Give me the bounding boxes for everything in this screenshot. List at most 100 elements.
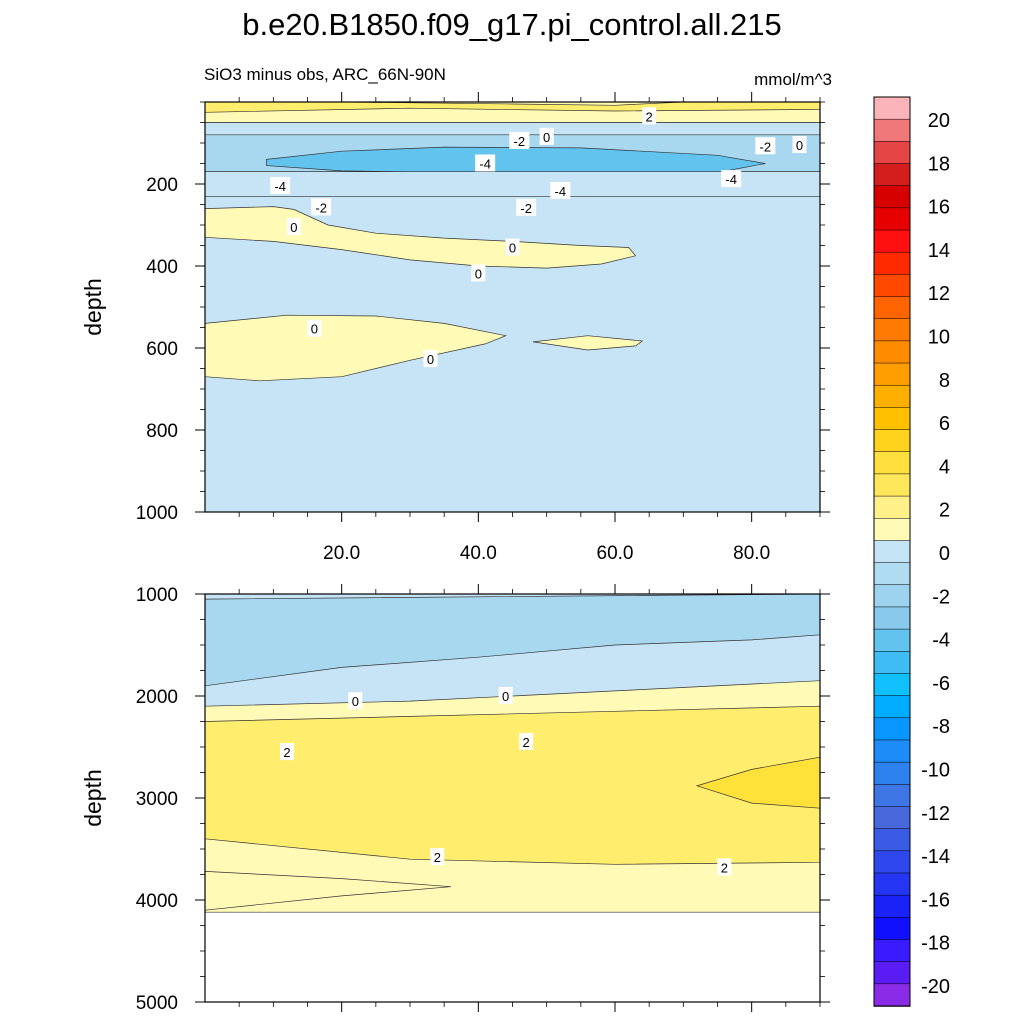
- colorbar-tick-label: 8: [939, 370, 950, 392]
- contour-label-text: 0: [475, 266, 482, 281]
- colorbar-swatch: [873, 894, 911, 919]
- colorbar-swatch: [873, 274, 911, 298]
- colorbar-swatch: [873, 141, 911, 165]
- contour-region-upper-5: [266, 146, 766, 176]
- contour-label-text: 0: [509, 241, 516, 256]
- contour-label: -2: [516, 198, 537, 216]
- contour-label: -2: [755, 137, 776, 155]
- x-tick-label: 40.0: [460, 543, 497, 564]
- contour-label-bg: [498, 687, 513, 704]
- colorbar-tick-label: -12: [921, 803, 950, 825]
- colorbar: 20181614121086420-2-4-6-8-10-12-14-16-18…: [873, 96, 950, 1007]
- left-subtitle: SiO3 minus obs, ARC_66N-90N: [204, 65, 446, 84]
- colorbar-tick-label: 20: [928, 110, 950, 132]
- contour-label-text: 2: [283, 745, 290, 760]
- colorbar-swatch: [873, 584, 911, 608]
- lower-depth-panel: 1000 2000 3000 4000 5000 depth 0 0 2 2 2 2: [80, 584, 830, 1014]
- contour-label-text: -2: [514, 134, 526, 149]
- contour-label: -2: [509, 131, 530, 149]
- contour-region-upper-8: [205, 314, 507, 382]
- y-tick-label: 4000: [136, 891, 178, 912]
- contour-label-text: -4: [555, 184, 567, 199]
- contour-label-bg: [755, 137, 776, 155]
- contour-label: 2: [717, 858, 732, 876]
- contour-label: 0: [307, 319, 322, 337]
- colorbar-swatch: [873, 739, 911, 763]
- contour-fill-area: [205, 102, 820, 512]
- contour-label-bg: [430, 848, 445, 866]
- colorbar-swatch: [873, 695, 911, 719]
- colorbar-tick-label: 4: [939, 456, 950, 478]
- colorbar-swatch: [873, 562, 911, 586]
- colorbar-swatch: [873, 340, 911, 364]
- colorbar-tick-label: 6: [939, 413, 950, 435]
- contour-label-bg: [519, 732, 534, 750]
- contour-label: 2: [519, 732, 534, 750]
- y-axis-label: depth: [80, 278, 106, 336]
- colorbar-swatch: [873, 318, 911, 342]
- colorbar-swatch: [873, 939, 911, 963]
- contour-label: -4: [721, 170, 742, 188]
- contour-label-text: -4: [725, 172, 737, 187]
- x-tick-label: 60.0: [597, 543, 634, 564]
- colorbar-swatch: [873, 118, 911, 143]
- colorbar-swatch: [873, 207, 911, 231]
- colorbar-swatch: [873, 185, 911, 209]
- contour-label-bg: [516, 198, 537, 216]
- contour-label-bg: [348, 692, 363, 710]
- contour-region-upper-0: [205, 102, 820, 512]
- contour-label: -4: [550, 181, 571, 199]
- colorbar-swatch: [873, 628, 911, 653]
- contour-label: -4: [270, 177, 291, 195]
- colorbar-swatch: [873, 229, 911, 253]
- figure-title: b.e20.B1850.f09_g17.pi_control.all.215: [242, 7, 782, 42]
- colorbar-swatch: [873, 850, 911, 874]
- colorbar-swatch: [873, 784, 911, 808]
- contour-label-text: -2: [315, 200, 327, 215]
- contour-label: 0: [423, 350, 438, 368]
- colorbar-tick-label: -18: [921, 933, 950, 955]
- contour-label-text: 2: [646, 109, 653, 124]
- contour-region-upper-7: [205, 206, 637, 269]
- contour-label-text: 0: [502, 689, 509, 704]
- colorbar-swatch: [873, 983, 911, 1007]
- contour-label-text: 0: [352, 694, 359, 709]
- colorbar-swatch: [873, 96, 911, 120]
- contour-label-bg: [717, 858, 732, 876]
- contour-label: -4: [475, 154, 496, 172]
- contour-region-upper-9: [532, 335, 644, 351]
- colorbar-swatch: [873, 495, 911, 519]
- contour-label-bg: [423, 350, 438, 368]
- contour-fill-area: [205, 594, 820, 1002]
- colorbar-swatch: [873, 362, 911, 386]
- y-tick-label: 600: [146, 339, 178, 360]
- contour-label-text: -2: [760, 139, 772, 154]
- colorbar-swatch: [873, 761, 911, 786]
- colorbar-swatch: [873, 451, 911, 475]
- contour-label-bg: [539, 127, 554, 145]
- contour-region-lower-2: [205, 594, 820, 687]
- contour-label-text: 2: [721, 860, 728, 875]
- contour-label: 2: [280, 743, 294, 761]
- colorbar-swatch: [873, 606, 911, 630]
- contour-region-upper-3: [205, 122, 820, 136]
- colorbar-swatch: [873, 517, 911, 542]
- colorbar-tick-label: -10: [921, 760, 950, 782]
- colorbar-tick-label: -6: [932, 673, 950, 695]
- colorbar-swatch: [873, 296, 911, 320]
- colorbar-tick-label: 14: [928, 240, 950, 262]
- y-tick-label: 5000: [136, 993, 178, 1014]
- colorbar-tick-label: 10: [928, 327, 950, 349]
- y-tick-label: 3000: [136, 789, 178, 810]
- colorbar-swatch: [873, 717, 911, 741]
- colorbar-tick-label: -16: [921, 889, 950, 911]
- colorbar-tick-label: -4: [932, 630, 950, 652]
- colorbar-swatch: [873, 872, 911, 896]
- contour-label-text: 0: [290, 220, 297, 235]
- contour-label-bg: [792, 136, 807, 154]
- contour-label-text: -4: [479, 157, 491, 172]
- contour-label-bg: [286, 218, 301, 236]
- colorbar-tick-label: 12: [928, 283, 950, 305]
- contour-label-text: -4: [274, 179, 286, 194]
- contour-label-bg: [505, 238, 520, 256]
